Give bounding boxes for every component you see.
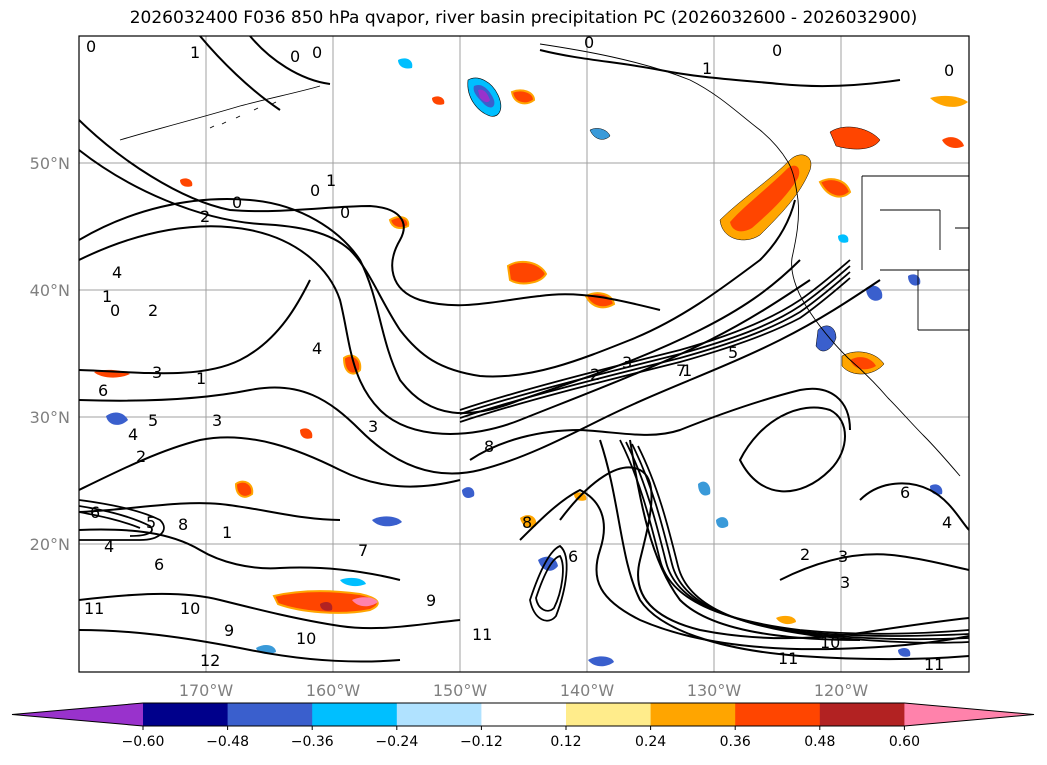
contour-label: 8 <box>484 437 494 456</box>
contour-label: 0 <box>944 61 954 80</box>
colorbar-tick-label: 0.24 <box>635 734 666 750</box>
latitude-labels: 50°N 40°N 30°N 20°N <box>30 154 70 554</box>
colorbar-tick-label: 0.48 <box>804 734 835 750</box>
colorbar-extend-high <box>904 703 1034 726</box>
colorbar-segment <box>566 703 652 726</box>
colorbar-segment <box>396 703 482 726</box>
contour-label: 7 <box>358 541 368 560</box>
colorbar-tick-label: −0.60 <box>122 734 165 750</box>
contour-label: 6 <box>900 483 910 502</box>
coastlines <box>119 43 969 477</box>
lon-label-150w: 150°W <box>433 681 488 700</box>
lat-label-20n: 20°N <box>30 535 70 554</box>
contour-label: 2 <box>148 301 158 320</box>
colorbar-extend-low <box>12 703 143 726</box>
colorbar-tick-label: −0.36 <box>291 734 334 750</box>
contour-label: 1 <box>102 287 112 306</box>
colorbar-segment <box>650 703 736 726</box>
contour-label: 2 <box>590 365 600 384</box>
contour-label: 9 <box>426 591 436 610</box>
contour-label: 2 <box>800 545 810 564</box>
colorbar-segment <box>481 703 567 726</box>
contour-label: 11 <box>84 599 104 618</box>
colorbar-segment <box>735 703 821 726</box>
lat-label-40n: 40°N <box>30 281 70 300</box>
colorbar-tick-label: −0.48 <box>206 734 249 750</box>
contour-label: 0 <box>110 301 120 320</box>
jet-contour-bundle <box>79 259 969 644</box>
contour-label: 0 <box>310 181 320 200</box>
colorbar-segment <box>143 703 229 726</box>
plot-frame <box>78 35 970 673</box>
lon-label-130w: 130°W <box>687 681 742 700</box>
contour-label: 4 <box>312 339 322 358</box>
lon-label-160w: 160°W <box>306 681 361 700</box>
colorbar-segment <box>312 703 398 726</box>
colorbar: −0.60 −0.48 −0.36 −0.24 −0.12 0.12 0.24 0.36 0.4… <box>11 702 1035 750</box>
contour-label: 11 <box>778 649 798 668</box>
contour-label: 2 <box>136 447 146 466</box>
contour-label: 0 <box>312 43 322 62</box>
contour-labels: 0 1 0 0 0 1 0 0 1 2 0 0 0 4 1 0 2 4 3 1 … <box>84 33 954 674</box>
contour-label: 10 <box>180 599 200 618</box>
contour-label: 0 <box>86 37 96 56</box>
contour-label: 4 <box>128 425 138 444</box>
contour-label: 5 <box>148 411 158 430</box>
lat-label-30n: 30°N <box>30 408 70 427</box>
contour-label: 1 <box>190 43 200 62</box>
colorbar-tick-label: 0.36 <box>720 734 751 750</box>
colorbar-tick-label: 0.12 <box>550 734 581 750</box>
lon-label-120w: 120°W <box>814 681 869 700</box>
contour-label: 3 <box>840 573 850 592</box>
contour-label: 11 <box>924 655 944 674</box>
contour-label: 8 <box>178 515 188 534</box>
contour-label: 5 <box>146 513 156 532</box>
contour-label: 3 <box>622 353 632 372</box>
map-title: 2026032400 F036 850 hPa qvapor, river ba… <box>129 8 918 28</box>
contour-label: 0 <box>232 193 242 212</box>
contour-label: 5 <box>728 343 738 362</box>
contour-label: 1 <box>196 369 206 388</box>
colorbar-tick-label: −0.12 <box>460 734 503 750</box>
contour-label: 3 <box>152 363 162 382</box>
contour-label: 4 <box>104 537 114 556</box>
colorbar-segment <box>819 703 905 726</box>
contour-label: 6 <box>98 381 108 400</box>
map-plot-area: 0 1 0 0 0 1 0 0 1 2 0 0 0 4 1 0 2 4 3 1 … <box>79 33 969 674</box>
lon-label-140w: 140°W <box>560 681 615 700</box>
lon-label-170w: 170°W <box>179 681 234 700</box>
contour-label: 12 <box>200 651 220 670</box>
contour-label: 11 <box>472 625 492 644</box>
contour-label: 6 <box>90 503 100 522</box>
contour-label: 10 <box>820 633 840 652</box>
colorbar-tick-label: −0.24 <box>375 734 418 750</box>
contour-label: 3 <box>368 417 378 436</box>
contour-label: 2 <box>200 207 210 226</box>
contour-label: 1 <box>222 523 232 542</box>
contour-label: 1 <box>682 361 692 380</box>
colorbar-segment <box>227 703 313 726</box>
contour-label: 4 <box>942 513 952 532</box>
contour-label: 6 <box>154 555 164 574</box>
lat-label-50n: 50°N <box>30 154 70 173</box>
colorbar-tick-label: 0.60 <box>889 734 920 750</box>
contour-label: 10 <box>296 629 316 648</box>
contour-label: 9 <box>224 621 234 640</box>
contour-label: 7 <box>676 361 686 380</box>
contour-label: 0 <box>290 47 300 66</box>
longitude-labels: 170°W 160°W 150°W 140°W 130°W 120°W <box>179 681 869 700</box>
contour-label: 8 <box>522 513 532 532</box>
contour-label: 0 <box>584 33 594 52</box>
contour-label: 1 <box>702 59 712 78</box>
contour-label: 6 <box>568 547 578 566</box>
contour-label: 4 <box>112 263 122 282</box>
contour-label: 3 <box>212 411 222 430</box>
contour-label: 1 <box>326 171 336 190</box>
contour-label: 0 <box>340 203 350 222</box>
contour-label: 0 <box>772 41 782 60</box>
contour-label: 3 <box>838 547 848 566</box>
